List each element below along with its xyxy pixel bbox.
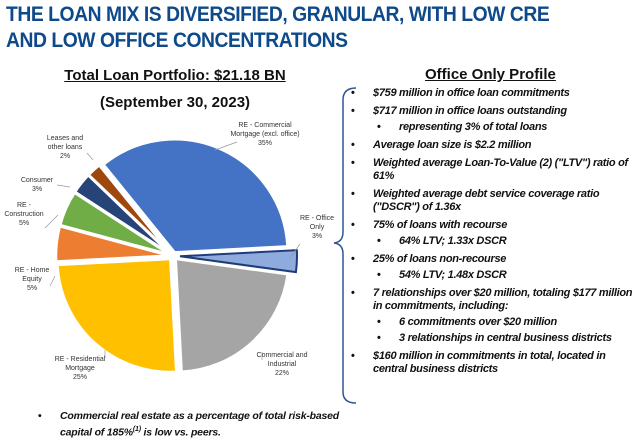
pie-slice xyxy=(174,257,290,374)
slice-label-text: Industrial xyxy=(267,361,297,368)
slice-label-text: 2% xyxy=(59,153,71,160)
slice-label: Leases and other loans 2% xyxy=(20,134,110,161)
profile-bullet-text: $759 million in office loan commitments xyxy=(373,87,570,99)
slice-label-text: Consumer xyxy=(20,177,54,184)
profile-bullet-text: Weighted average debt service coverage r… xyxy=(373,188,600,213)
profile-bullet-text: 75% of loans with recourse xyxy=(373,219,508,231)
slice-label-text: Only xyxy=(309,224,325,231)
bracket xyxy=(333,87,357,404)
profile-bullet: • 6 commitments over $20 million xyxy=(377,316,557,328)
leader-line xyxy=(289,243,301,259)
chart-subtitle: (September 30, 2023) xyxy=(99,94,251,111)
slide-title: THE LOAN MIX IS DIVERSIFIED, GRANULAR, W… xyxy=(6,2,550,54)
slice-label: RE - Construction 5% xyxy=(0,201,69,228)
slice-label-text: RE - Office xyxy=(299,215,335,222)
slice-label: RE - Home Equity 5% xyxy=(0,266,77,293)
slice-label: RE - Office Only 3% xyxy=(272,214,362,241)
profile-bullet: • representing 3% of total loans xyxy=(377,121,548,133)
profile-bullet: • 3 relationships in central business dis… xyxy=(377,332,612,344)
slice-label-text: Construction xyxy=(4,211,44,218)
slice-label-text: 35% xyxy=(257,140,272,147)
profile-bullet-text: 6 commitments over $20 million xyxy=(399,316,557,328)
profile-bullet: • Average loan size is $2.2 million xyxy=(351,139,532,151)
slice-label: Consumer 3% xyxy=(0,176,82,194)
footnote-text: Commercial real estate as a percentage o… xyxy=(60,410,340,439)
profile-bullet-text: $717 million in office loans outstanding xyxy=(373,105,567,117)
profile-bullet-text: representing 3% of total loans xyxy=(399,121,548,133)
slice-label-text: RE - Commercial xyxy=(238,122,292,129)
slice-label-text: Commercial and xyxy=(256,352,308,359)
slice-label-text: Equity xyxy=(22,276,42,283)
leader-line xyxy=(86,152,94,161)
profile-bullet-text: $160 million in commitments in total, lo… xyxy=(373,350,606,375)
slice-label-text: 3% xyxy=(31,186,43,193)
slice-label-text: 25% xyxy=(72,374,87,381)
slice-label-text: RE - xyxy=(17,202,31,209)
profile-bullet: • Weighted average debt service coverage … xyxy=(351,188,600,213)
slice-label-text: 22% xyxy=(274,370,289,377)
pie-slice xyxy=(179,249,298,274)
profile-bullet-list: • $759 million in office loan commitments… xyxy=(351,87,637,381)
profile-bullet: • $759 million in office loan commitments xyxy=(351,87,570,99)
leader-line xyxy=(44,214,59,229)
profile-bullet: • 25% of loans non-recourse xyxy=(351,253,507,265)
profile-title: Office Only Profile xyxy=(425,66,556,83)
slice-label-text: RE - Home xyxy=(14,267,50,274)
slice-label-text: 3% xyxy=(311,233,323,240)
title-line-1: THE LOAN MIX IS DIVERSIFIED, GRANULAR, W… xyxy=(6,3,550,26)
pie-slice xyxy=(56,257,178,374)
leader-line xyxy=(214,141,238,151)
footnote-text-end: is low vs. peers. xyxy=(140,426,221,439)
profile-bullet-text: 3 relationships in central business dist… xyxy=(399,332,612,344)
leader-line xyxy=(49,275,56,287)
pie-slice xyxy=(54,224,170,263)
slice-label-text: 5% xyxy=(18,220,30,227)
footnote: • Commercial real estate as a percentage … xyxy=(38,410,340,439)
pie-slice xyxy=(86,163,172,254)
profile-bullet-text: 54% LTV; 1.48x DSCR xyxy=(399,269,507,281)
profile-bullet: • $717 million in office loans outstandin… xyxy=(351,105,567,117)
chart-title: Total Loan Portfolio: $21.18 BN xyxy=(64,67,286,84)
profile-bullet-text: 7 relationships over $20 million, totali… xyxy=(373,287,633,312)
slice-label: RE - Commercial Mortgage (excl. office) 35… xyxy=(220,121,310,148)
profile-bullet: • 54% LTV; 1.48x DSCR xyxy=(377,269,507,281)
profile-bullet: • $160 million in commitments in total, l… xyxy=(351,350,606,375)
slice-label-text: Leases and xyxy=(46,135,84,142)
profile-bullet: • 64% LTV; 1.33x DSCR xyxy=(377,235,507,247)
profile-bullet: • 7 relationships over $20 million, total… xyxy=(351,287,633,312)
profile-bullet-text: 25% of loans non-recourse xyxy=(373,253,507,265)
profile-bullet: • Weighted average Loan-To-Value (2) ("LT… xyxy=(351,157,628,182)
slice-label-text: Mortgage xyxy=(65,365,95,372)
slice-label-text: RE - Residential xyxy=(54,356,106,363)
leader-line xyxy=(56,184,71,188)
slice-label-text: other loans xyxy=(47,144,83,151)
profile-bullet-text: Weighted average Loan-To-Value (2) ("LTV… xyxy=(373,157,628,182)
profile-bullet-text: Average loan size is $2.2 million xyxy=(373,139,532,151)
slice-label-text: 5% xyxy=(26,285,38,292)
title-line-2: AND LOW OFFICE CONCENTRATIONS xyxy=(6,29,348,52)
slice-label-text: Mortgage (excl. office) xyxy=(230,131,300,138)
profile-bullet-text: 64% LTV; 1.33x DSCR xyxy=(399,235,507,247)
slice-label: Commercial and Industrial 22% xyxy=(237,351,327,378)
pie-slice xyxy=(101,138,289,254)
profile-bullet: • 75% of loans with recourse xyxy=(351,219,508,231)
footnote-ref: (1) xyxy=(132,426,141,433)
slice-label: RE - Residential Mortgage 25% xyxy=(35,355,125,382)
